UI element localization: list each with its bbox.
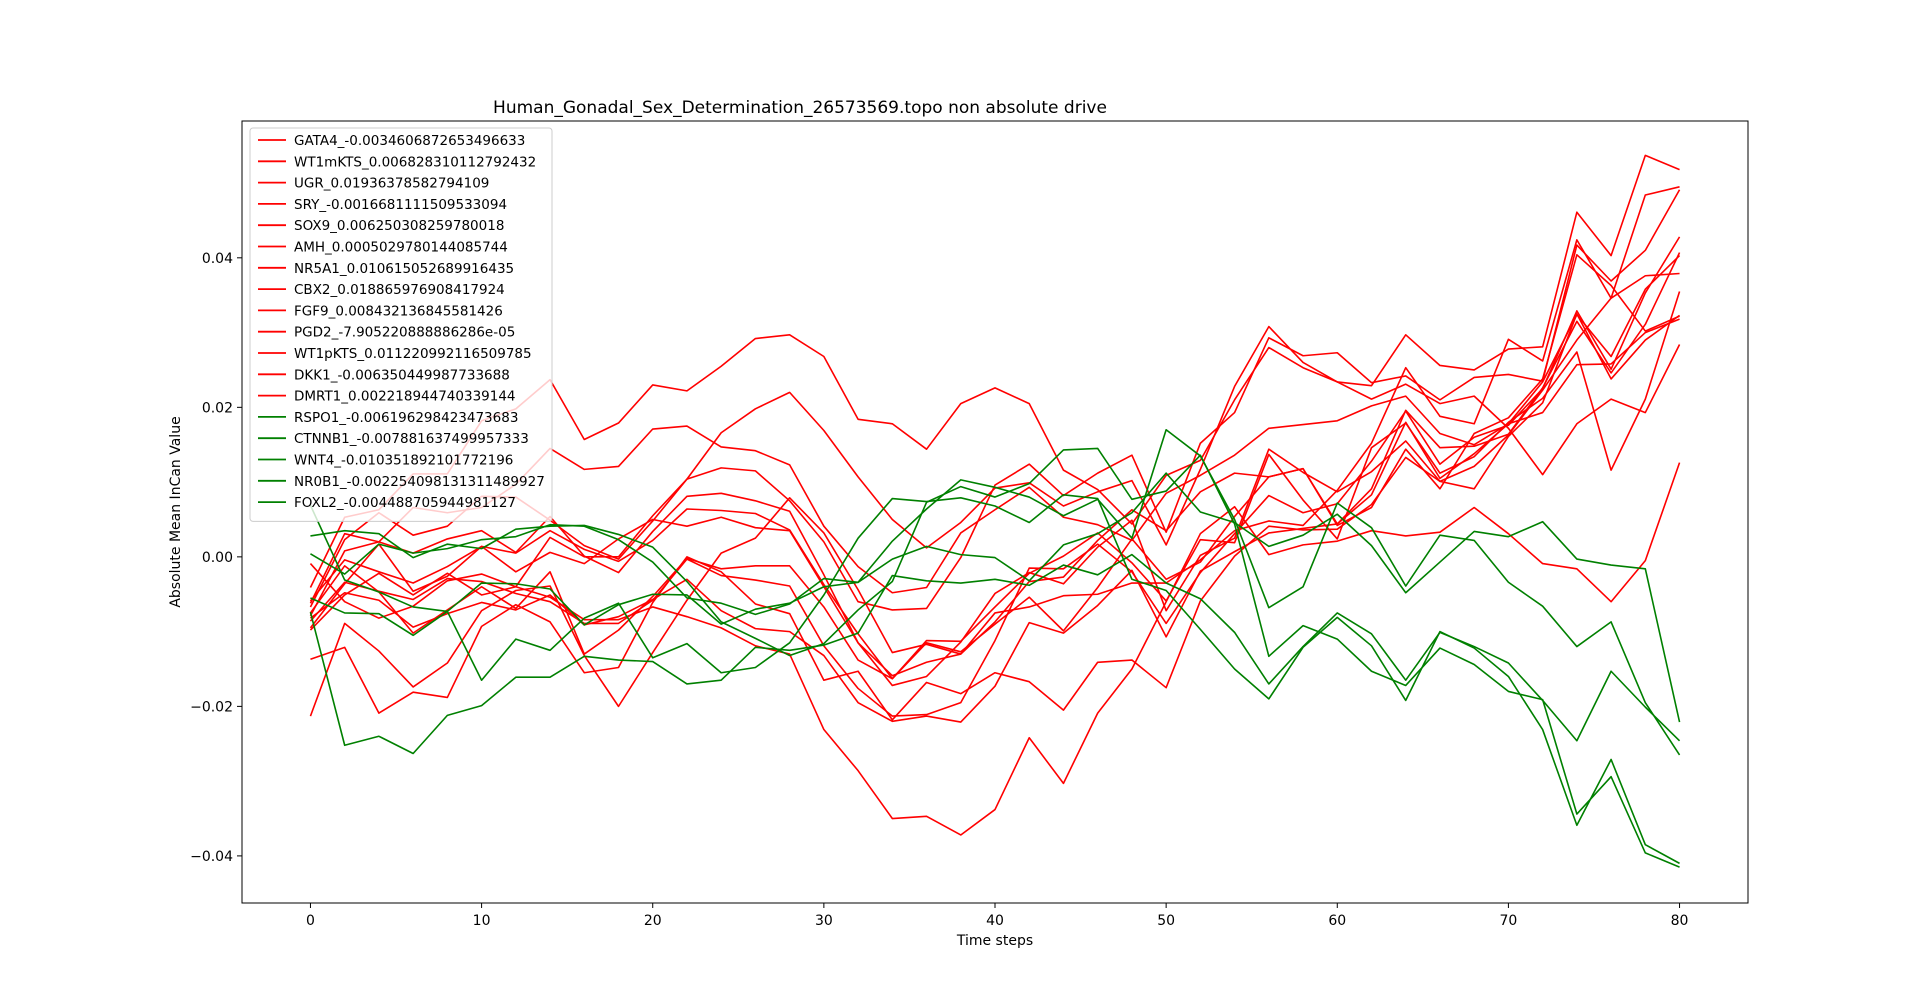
legend-entry: WNT4_-0.010351892101772196: [294, 453, 513, 469]
series-line-13: [310, 472, 1681, 723]
legend-entry: DKK1_-0.006350449987733688: [294, 367, 510, 383]
legend-entry: CBX2_0.018865976908417924: [294, 282, 505, 298]
series-line-17: [310, 447, 1680, 868]
legend-entry: CTNNB1_-0.007881637499957333: [294, 431, 529, 447]
x-tick-label: 70: [1499, 913, 1517, 929]
legend-entry: UGR_0.01936378582794109: [294, 176, 489, 192]
series-line-0: [309, 252, 1681, 723]
legend-entry: AMH_0.0005029780144085744: [294, 240, 508, 256]
x-tick-label: 40: [986, 913, 1004, 929]
series-line-16: [310, 428, 1681, 756]
series-lines: [309, 154, 1681, 868]
x-tick-label: 60: [1328, 913, 1346, 929]
chart-title: Human_Gonadal_Sex_Determination_26573569…: [493, 98, 1107, 118]
x-axis: 0 10 20 30 40 50 60 70 80: [306, 903, 1688, 929]
legend-entry: WT1mKTS_0.006828310112792432: [294, 154, 536, 170]
legend-entry: NR5A1_0.010615052689916435: [294, 261, 514, 277]
y-tick-label: −0.04: [190, 849, 233, 865]
legend-entry: PGD2_-7.905220888886286e-05: [294, 325, 515, 341]
x-tick-label: 30: [815, 913, 833, 929]
legend-entry: WT1pKTS_0.011220992116509785: [294, 346, 532, 362]
x-tick-label: 0: [306, 913, 315, 929]
y-tick-label: 0.04: [202, 251, 233, 267]
series-line-12: [309, 291, 1681, 680]
legend-entry: NR0B1_-0.002254098131311489927: [294, 474, 545, 490]
y-tick-label: −0.02: [190, 699, 233, 715]
series-line-15: [309, 493, 1680, 865]
legend-entry: SRY_-0.0016681111509533094: [294, 197, 507, 213]
x-tick-label: 20: [644, 913, 662, 929]
legend: GATA4_-0.0034606872653496633 WT1mKTS_0.00…: [249, 127, 553, 522]
x-tick-label: 50: [1157, 913, 1175, 929]
series-line-11: [309, 272, 1680, 687]
x-tick-label: 80: [1671, 913, 1689, 929]
series-line-6: [309, 189, 1681, 631]
series-line-9: [309, 462, 1681, 836]
legend-entry: RSPO1_-0.006196298423473683: [294, 410, 518, 426]
series-line-1: [309, 236, 1681, 717]
legend-entry: FGF9_0.008432136845581426: [294, 303, 503, 319]
x-axis-label: Time steps: [956, 933, 1033, 949]
x-tick-label: 10: [473, 913, 491, 929]
y-axis-label: Absolute Mean InCan Value: [168, 416, 184, 607]
legend-entry: FOXL2_-0.004488705944981127: [294, 495, 516, 511]
legend-entry: GATA4_-0.0034606872653496633: [294, 133, 525, 149]
y-axis: −0.04 −0.02 0.00 0.02 0.04: [190, 251, 242, 865]
legend-box: [249, 127, 553, 522]
series-line-5: [310, 313, 1681, 721]
y-tick-label: 0.02: [202, 400, 233, 416]
y-tick-label: 0.00: [202, 550, 233, 566]
legend-entry: SOX9_0.006250308259780018: [294, 218, 504, 234]
legend-entry: DMRT1_0.002218944740339144: [294, 389, 516, 405]
